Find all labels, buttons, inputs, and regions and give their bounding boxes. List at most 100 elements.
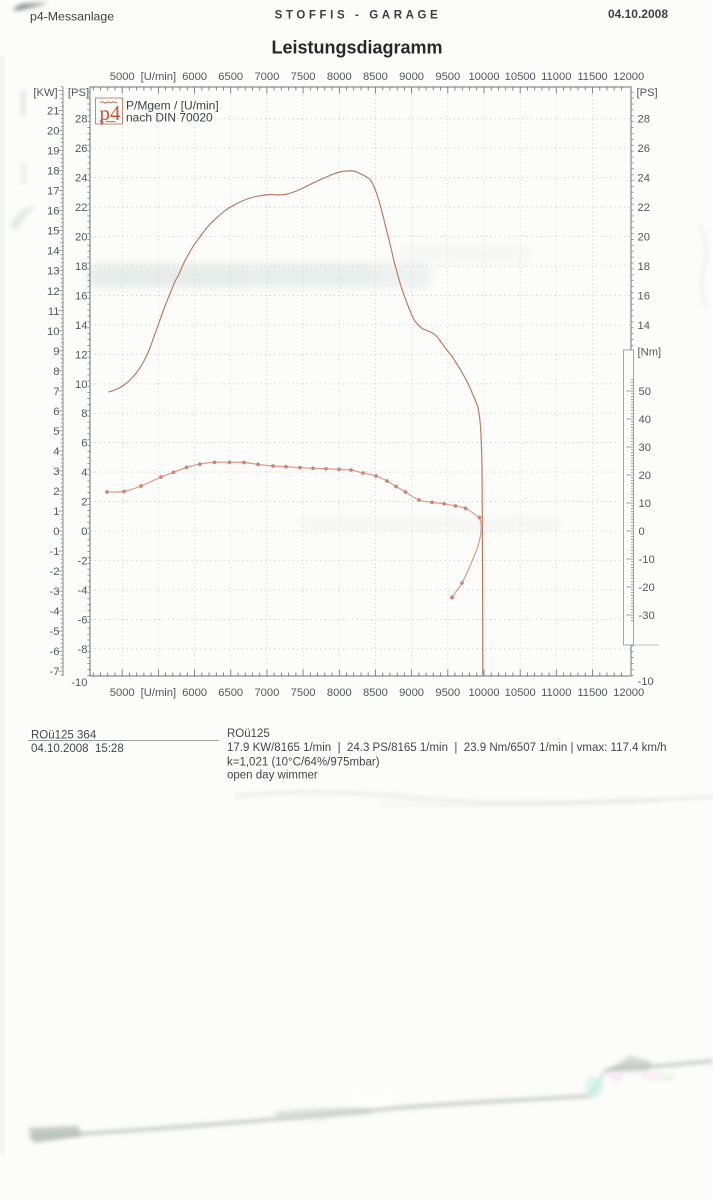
svg-text:6: 6 (53, 406, 59, 418)
svg-text:0: 0 (53, 526, 59, 538)
svg-text:24: 24 (75, 173, 87, 185)
svg-text:-1: -1 (50, 546, 60, 558)
svg-text:[U/min]: [U/min] (141, 687, 176, 699)
svg-text:7500: 7500 (291, 687, 316, 699)
svg-text:0: 0 (81, 526, 87, 538)
svg-text:9: 9 (53, 346, 59, 358)
svg-text:p4: p4 (100, 101, 122, 125)
svg-text:16: 16 (75, 290, 87, 302)
svg-text:11500: 11500 (577, 687, 607, 699)
svg-text:-6: -6 (78, 614, 88, 626)
svg-text:8500: 8500 (363, 71, 388, 83)
svg-text:-10: -10 (639, 554, 655, 566)
svg-text:[KW]: [KW] (33, 87, 57, 99)
svg-text:11000: 11000 (541, 687, 571, 699)
svg-text:P/Mgem / [U/min]: P/Mgem / [U/min] (126, 99, 219, 113)
svg-text:12000: 12000 (613, 71, 644, 83)
svg-text:12: 12 (75, 349, 87, 361)
svg-text:-5: -5 (50, 626, 60, 638)
svg-text:11000: 11000 (541, 71, 571, 83)
svg-text:[U/min]: [U/min] (141, 71, 176, 83)
svg-text:28: 28 (638, 114, 650, 126)
svg-text:04.10.2008 15:28: 04.10.2008 15:28 (31, 743, 124, 755)
svg-text:[PS]: [PS] (68, 87, 89, 99)
svg-text:6500: 6500 (218, 687, 243, 699)
svg-text:6500: 6500 (218, 71, 243, 83)
svg-text:8: 8 (53, 366, 59, 378)
svg-text:14: 14 (638, 320, 650, 332)
svg-text:6: 6 (81, 438, 87, 450)
svg-text:17.9 KW/8165 1/min | 24.3 PS: 17.9 KW/8165 1/min | 24.3 PS/8165 1/min … (227, 742, 667, 754)
svg-text:9000: 9000 (399, 71, 424, 83)
svg-text:-30: -30 (639, 610, 655, 622)
svg-text:20: 20 (639, 470, 651, 482)
svg-text:13: 13 (47, 266, 59, 278)
svg-text:2: 2 (53, 486, 59, 498)
svg-text:8000: 8000 (327, 71, 352, 83)
svg-text:STOFFIS - GARAGE: STOFFIS - GARAGE (275, 10, 442, 22)
svg-text:9500: 9500 (435, 687, 460, 699)
svg-text:7000: 7000 (254, 687, 279, 699)
svg-text:8500: 8500 (363, 687, 388, 699)
svg-text:26: 26 (638, 143, 650, 155)
svg-text:p4-Messanlage: p4-Messanlage (30, 10, 114, 24)
svg-text:21: 21 (47, 106, 59, 118)
svg-text:5000: 5000 (110, 687, 135, 699)
svg-text:15: 15 (47, 226, 59, 238)
svg-text:1: 1 (53, 506, 59, 518)
svg-text:7000: 7000 (254, 71, 279, 83)
svg-text:10: 10 (47, 326, 59, 338)
svg-text:40: 40 (639, 414, 651, 426)
svg-text:22: 22 (638, 202, 650, 214)
svg-text:3: 3 (53, 466, 59, 478)
svg-text:4: 4 (53, 446, 59, 458)
svg-text:9000: 9000 (399, 687, 424, 699)
svg-text:-8: -8 (78, 644, 88, 656)
svg-text:-4: -4 (78, 585, 88, 597)
svg-text:20: 20 (47, 126, 59, 138)
svg-text:14: 14 (75, 320, 87, 332)
svg-text:16: 16 (47, 206, 59, 218)
svg-text:7: 7 (53, 386, 59, 398)
svg-text:20: 20 (638, 232, 650, 244)
svg-text:26: 26 (75, 143, 87, 155)
svg-text:19: 19 (47, 146, 59, 158)
svg-text:10: 10 (639, 498, 651, 510)
svg-text:18: 18 (75, 261, 87, 273)
svg-text:8: 8 (81, 408, 87, 420)
svg-text:0: 0 (639, 526, 645, 538)
svg-text:16: 16 (638, 290, 650, 302)
svg-text:50: 50 (639, 386, 651, 398)
svg-text:[PS]: [PS] (637, 87, 658, 99)
svg-text:24: 24 (638, 173, 650, 185)
svg-text:04.10.2008: 04.10.2008 (608, 7, 668, 21)
svg-text:11: 11 (48, 306, 60, 318)
svg-text:-2: -2 (50, 566, 60, 578)
svg-text:10: 10 (75, 379, 87, 391)
svg-text:ROü125 364: ROü125 364 (31, 730, 97, 742)
svg-text:17: 17 (47, 186, 59, 198)
svg-text:4: 4 (81, 467, 87, 479)
svg-text:-6: -6 (50, 646, 60, 658)
svg-text:ROü125: ROü125 (227, 728, 270, 740)
svg-text:12000: 12000 (613, 687, 644, 699)
svg-text:nach DIN 70020: nach DIN 70020 (126, 111, 213, 125)
svg-text:k=1,021 (10°C/64%/975mbar): k=1,021 (10°C/64%/975mbar) (227, 757, 380, 769)
svg-text:-10: -10 (638, 676, 654, 688)
svg-text:14: 14 (47, 246, 59, 258)
svg-text:-4: -4 (50, 606, 60, 618)
svg-text:30: 30 (639, 442, 651, 454)
svg-text:6000: 6000 (182, 71, 207, 83)
svg-text:10500: 10500 (505, 687, 536, 699)
svg-text:[Nm]: [Nm] (638, 347, 662, 359)
svg-text:5000: 5000 (110, 71, 135, 83)
svg-text:18: 18 (638, 261, 650, 273)
svg-text:-3: -3 (50, 586, 60, 598)
svg-text:18: 18 (47, 166, 59, 178)
svg-text:28: 28 (75, 114, 87, 126)
svg-text:-10: -10 (71, 677, 87, 689)
svg-text:9500: 9500 (435, 71, 460, 83)
svg-text:12: 12 (47, 286, 59, 298)
svg-text:6000: 6000 (182, 687, 207, 699)
svg-text:10000: 10000 (468, 687, 499, 699)
